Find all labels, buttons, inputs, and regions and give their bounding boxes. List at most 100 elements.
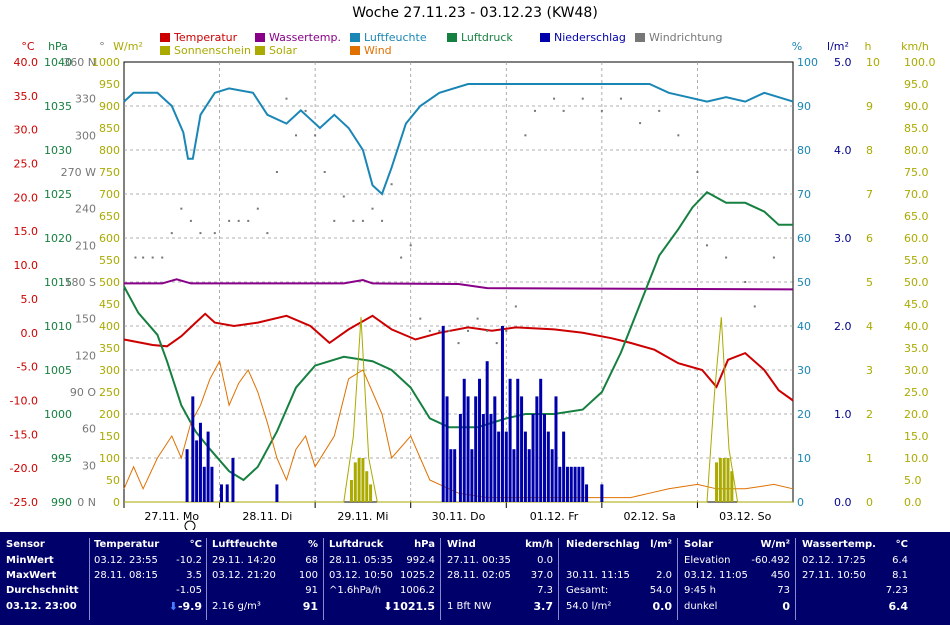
press-avg-value: 1006.2: [400, 585, 435, 596]
sunshine-axis-tick: 3: [866, 364, 873, 377]
hum-max-time: 03.12. 21:20: [212, 570, 276, 581]
bar-niederschlag: [191, 396, 195, 502]
wind-direction-point: [486, 329, 489, 332]
temperature-axis-tick: 15.0: [14, 225, 39, 238]
bar-sonnenschein: [357, 458, 361, 502]
legend-swatch: [447, 33, 457, 42]
solar-axis-tick: 600: [99, 232, 120, 245]
rain-axis-tick: 0.0: [834, 496, 852, 509]
current-time: 03.12. 23:00: [6, 601, 77, 612]
wind-unit-label: km/h: [901, 40, 929, 53]
rain-total-label: Gesamt:: [566, 585, 609, 596]
wind-direction-point: [361, 219, 364, 222]
press-current-value: ⬇1021.5: [383, 600, 435, 614]
wind-direction-point: [371, 207, 374, 210]
wind-direction-axis-tick: 300: [75, 129, 96, 142]
bar-niederschlag: [474, 396, 478, 502]
wind-direction-point: [725, 256, 728, 259]
wind-direction-point: [744, 281, 747, 283]
bar-niederschlag: [453, 449, 457, 502]
temperature-axis-tick: -10.0: [10, 394, 38, 407]
sunshine-axis-tick: 5: [866, 276, 873, 289]
solar-axis-tick: 150: [99, 430, 120, 443]
sunshine-axis-tick: 8: [866, 144, 873, 157]
wind-axis-tick: 95.0: [904, 78, 929, 91]
rain-header: Niederschlag: [566, 539, 640, 550]
solar-axis-tick: 500: [99, 276, 120, 289]
wind-axis-tick: 40.0: [904, 320, 929, 333]
humidity-header: Luftfeuchte: [212, 539, 278, 550]
wind-direction-axis-tick: 330: [75, 93, 96, 106]
water-avg-value: 7.23: [885, 585, 908, 596]
rain-unit: l/m²: [650, 539, 672, 550]
temperature-unit: °C: [189, 539, 202, 550]
wind-direction-point: [189, 219, 192, 222]
bar-niederschlag: [508, 378, 512, 502]
temp-max-value: 3.5: [186, 570, 202, 581]
solar-axis-tick: 300: [99, 364, 120, 377]
bar-niederschlag: [449, 449, 453, 502]
bar-niederschlag: [569, 466, 573, 502]
pressure-axis-tick: 1035: [44, 100, 72, 113]
legend-label: Wassertemp.: [269, 31, 341, 44]
humidity-axis-tick: 90: [797, 100, 811, 113]
wind-direction-point: [142, 256, 145, 259]
bar-niederschlag: [481, 414, 485, 502]
hum-current-value: 91: [302, 600, 318, 613]
press-trend: ^1.6hPa/h: [329, 585, 382, 596]
humidity-axis-tick: 40: [797, 320, 811, 333]
bar-niederschlag: [550, 449, 554, 502]
bar-niederschlag: [485, 361, 489, 502]
bar-niederschlag: [565, 466, 569, 502]
temp-min-time: 03.12. 23:55: [94, 555, 158, 566]
wind-direction-point: [228, 219, 231, 222]
hum-min-time: 29.11. 14:20: [212, 555, 276, 566]
pressure-axis-tick: 1025: [44, 188, 72, 201]
wind-direction-axis-tick: 360 N: [63, 56, 96, 69]
wind-direction-point: [323, 171, 326, 173]
durchschnitt-label: Durchschnitt: [6, 585, 79, 596]
bar-niederschlag: [523, 431, 527, 502]
wind-direction-point: [285, 97, 288, 100]
solar-axis-tick: 700: [99, 188, 120, 201]
bar-niederschlag: [504, 431, 508, 502]
separator: [323, 538, 324, 620]
wind-direction-point: [619, 97, 622, 100]
solar-current-value: 0: [782, 600, 790, 613]
bar-niederschlag: [512, 449, 516, 502]
wind-direction-point: [247, 219, 250, 222]
rain-total-value: 54.0: [649, 585, 672, 596]
temp-max-time: 28.11. 08:15: [94, 570, 158, 581]
wind-axis-tick: 80.0: [904, 144, 929, 157]
x-tick-label: 01.12. Fr: [530, 510, 579, 523]
rain-max-value: 2.0: [656, 570, 672, 581]
wind-direction-point: [505, 329, 508, 332]
bar-sonnenschein: [353, 462, 357, 502]
water-current-value: 6.4: [888, 600, 909, 613]
bar-niederschlag: [554, 396, 558, 502]
wind-direction-point: [180, 207, 183, 210]
humidity-axis-tick: 10: [797, 452, 811, 465]
bar-niederschlag: [527, 449, 531, 502]
humidity-axis-tick: 60: [797, 232, 811, 245]
temperature-axis-tick: 5.0: [21, 293, 39, 306]
hum-min-value: 68: [305, 555, 318, 566]
bar-niederschlag: [535, 396, 539, 502]
sunshine-axis-tick: 10: [866, 56, 880, 69]
bar-niederschlag: [210, 466, 214, 502]
x-tick-label: 27.11. Mo: [144, 510, 199, 523]
wind-direction-point: [256, 207, 259, 210]
minwert-label: MinWert: [6, 555, 54, 566]
bar-niederschlag: [520, 396, 524, 502]
temperature-axis-tick: 0.0: [21, 327, 39, 340]
x-tick-label: 02.12. Sa: [624, 510, 676, 523]
bar-niederschlag: [462, 378, 466, 502]
wind-direction-point: [562, 109, 565, 112]
solar-axis-tick: 350: [99, 342, 120, 355]
wind-direction-point: [581, 97, 584, 100]
sunshine-axis-tick: 7: [866, 188, 873, 201]
wind-direction-point: [409, 244, 412, 247]
humidity-axis-tick: 80: [797, 144, 811, 157]
bar-sonnenschein: [369, 484, 373, 502]
bar-niederschlag: [493, 396, 497, 502]
